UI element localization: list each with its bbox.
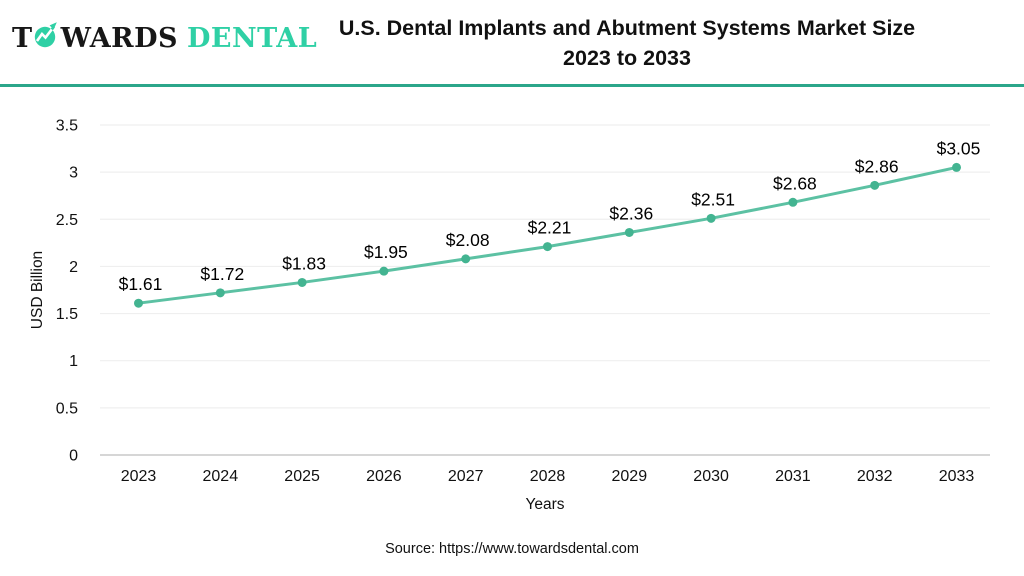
x-tick-label: 2031 [775,468,811,485]
data-point-marker [788,197,798,207]
data-point-label: $2.68 [773,173,817,193]
data-point-marker [134,298,143,308]
y-tick-label: 0 [69,448,78,465]
data-point-label: $1.61 [119,274,163,294]
market-size-line-chart: 0 0.5 1 1.5 2 2.5 3 3.5 2023 2024 2025 2026 2027 2028… [29,117,990,513]
data-point-label: $2.21 [528,218,572,238]
logo-text-wards: WARDS [60,22,178,54]
data-point-marker [379,266,389,276]
x-tick-label: 2025 [284,468,320,485]
data-point-label: $1.72 [200,264,244,284]
y-tick-label: 3 [69,165,78,182]
data-point-label: $3.05 [937,138,981,158]
y-tick-label: 0.5 [56,400,78,417]
x-tick-label: 2032 [857,468,893,485]
page-title-line-1: U.S. Dental Implants and Abutment System… [338,16,916,40]
y-tick-label: 2 [69,259,78,276]
logo: T WARDS DENTAL [12,20,317,56]
x-axis-title: Years [525,496,564,513]
data-point-marker [461,254,471,264]
y-axis-title: USD Billion [29,251,46,329]
x-tick-label: 2030 [693,468,729,485]
header-divider [0,84,1024,87]
data-point-marker [706,213,716,223]
data-point-label: $2.51 [691,189,735,209]
data-point-marker [297,277,307,287]
x-tick-label: 2024 [203,468,239,485]
y-tick-label: 1.5 [56,306,78,323]
page-title: U.S. Dental Implants and Abutment System… [240,13,1014,73]
data-point-label: $2.08 [446,230,490,250]
data-point-marker [952,162,961,172]
data-point-label: $1.95 [364,242,408,262]
data-point-marker [215,288,225,298]
x-tick-label: 2023 [121,468,157,485]
y-tick-label: 3.5 [56,117,78,134]
logo-text-dental: DENTAL [187,22,318,54]
data-point-marker [624,227,634,237]
data-point-label: $2.36 [609,203,653,223]
x-tick-label: 2026 [366,468,402,485]
logo-text-t: T [12,22,33,54]
data-point-marker [870,180,880,190]
source-text: Source: https://www.towardsdental.com [385,541,639,557]
data-point-marker [543,242,552,252]
x-tick-label: 2028 [530,468,566,485]
data-point-label: $2.86 [855,156,899,176]
y-tick-label: 1 [69,353,78,370]
page-title-line-2: 2023 to 2033 [563,46,691,70]
x-tick-label: 2033 [939,468,975,485]
growth-arrow-circle-icon [34,20,60,56]
x-tick-label: 2027 [448,468,484,485]
x-tick-label: 2029 [612,468,648,485]
y-tick-label: 2.5 [56,212,78,229]
data-point-label: $1.83 [282,253,326,273]
